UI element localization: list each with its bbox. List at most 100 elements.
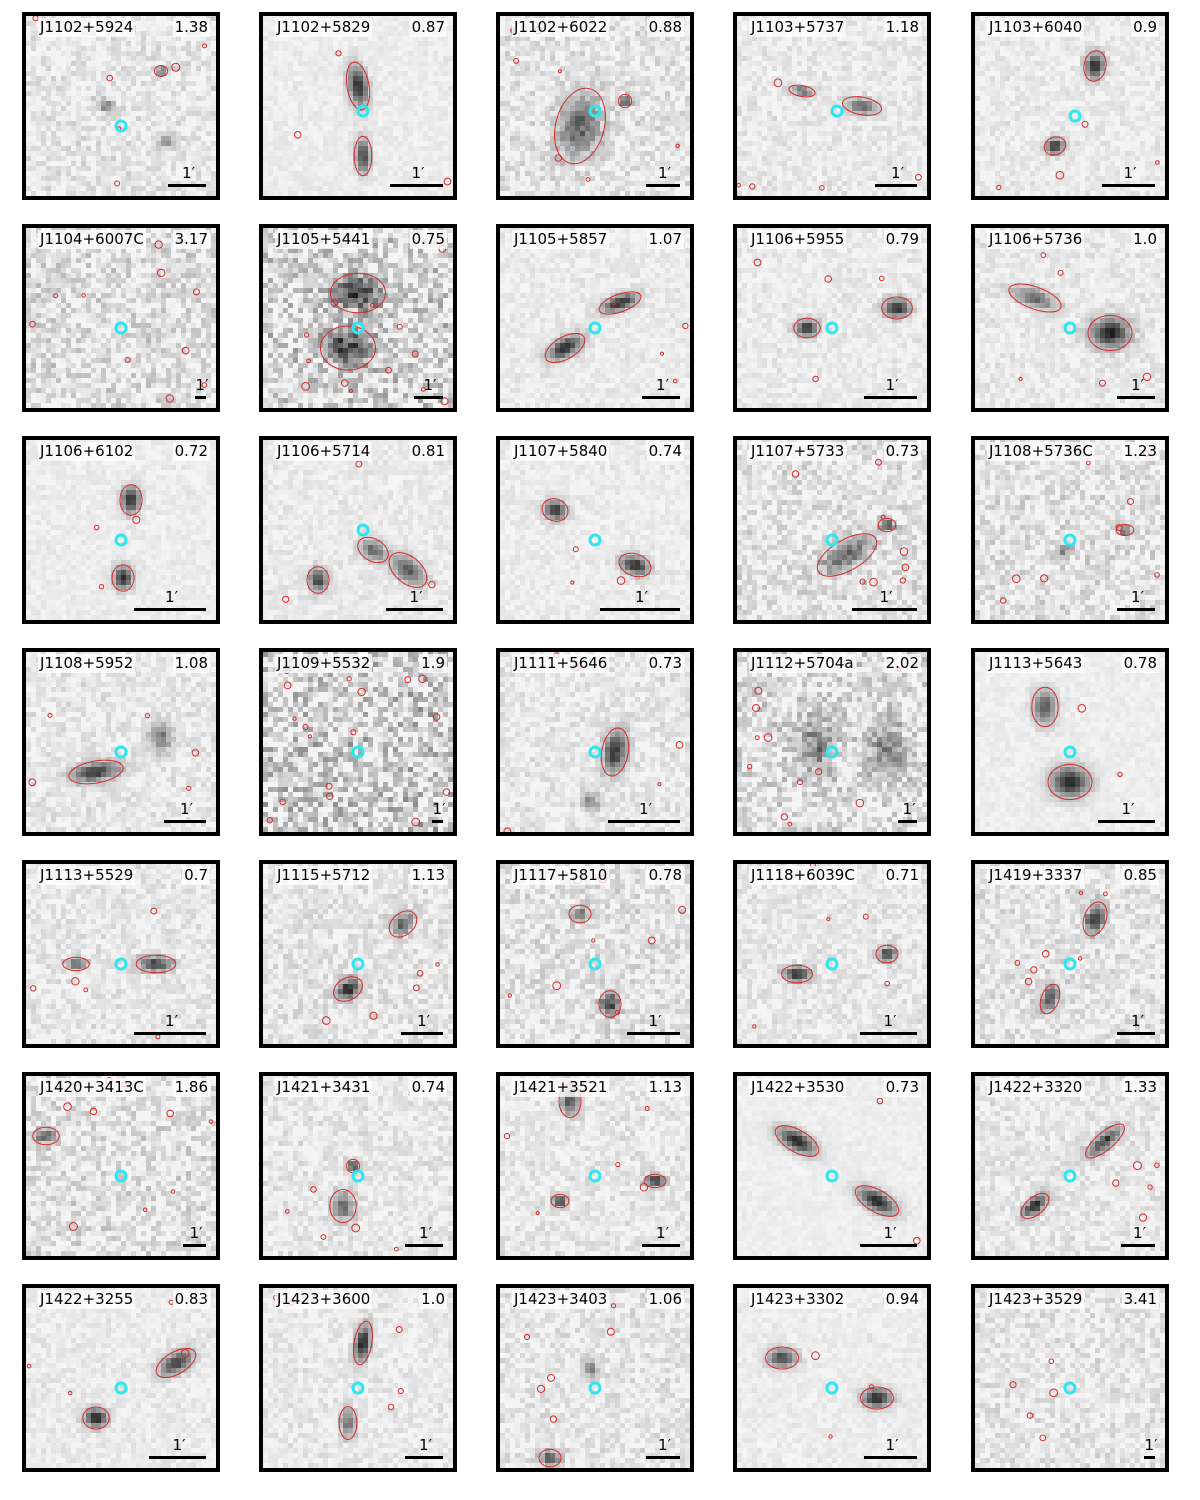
noise-contour [346, 676, 352, 682]
radio-contour [881, 296, 913, 320]
noise-contour [657, 782, 662, 787]
noise-contour [1155, 160, 1160, 165]
noise-contour [1009, 1381, 1017, 1389]
scale-bar [183, 1244, 206, 1247]
noise-contour [1048, 1358, 1055, 1364]
scale-bar [1144, 1456, 1155, 1459]
noise-contour [614, 1009, 620, 1016]
sky-image [500, 228, 690, 408]
scale-bar-label: 1′ [165, 589, 178, 605]
image-panel: J1107+5840 0.74 1′ [496, 436, 694, 624]
noise-contour [507, 993, 513, 998]
noise-contour [1081, 120, 1089, 128]
scale-bar-label: 1′ [1131, 589, 1144, 605]
noise-contour [191, 749, 200, 757]
image-panel: J1423+3403 1.06 1′ [496, 1284, 694, 1472]
noise-contour [396, 323, 403, 330]
radio-contour [550, 1193, 570, 1209]
radio-contour [1031, 686, 1059, 728]
noise-contour [330, 299, 339, 307]
noise-contour [418, 674, 427, 683]
sky-image [500, 652, 690, 832]
noise-contour [826, 917, 831, 922]
noise-contour [293, 131, 302, 139]
noise-contour [606, 1327, 615, 1336]
image-panel: J1106+5714 0.81 1′ [259, 436, 457, 624]
radio-contour [62, 956, 90, 972]
noise-contour [787, 821, 793, 827]
scale-bar [386, 608, 443, 611]
noise-contour [114, 180, 121, 187]
noise-contour [186, 785, 192, 791]
image-panel: J1108+5952 1.08 1′ [22, 648, 220, 836]
noise-contour [869, 577, 878, 587]
host-marker-icon [825, 321, 839, 335]
source-name: J1103+5737 [749, 18, 847, 37]
scale-bar [642, 1244, 680, 1247]
redshift-value: 1.08 [172, 654, 210, 673]
scale-bar [600, 608, 680, 611]
radio-contour [781, 964, 813, 984]
noise-contour [678, 905, 687, 914]
redshift-value: 0.78 [1121, 654, 1159, 673]
noise-contour [208, 1119, 214, 1124]
redshift-value: 0.88 [646, 18, 684, 37]
source-name: J1422+3320 [987, 1078, 1085, 1097]
host-marker-icon [830, 104, 844, 118]
noise-contour [780, 813, 789, 821]
noise-contour [1115, 524, 1123, 532]
redshift-value: 1.13 [646, 1078, 684, 1097]
noise-contour [432, 713, 441, 721]
sky-image [975, 1288, 1165, 1468]
noise-contour [753, 258, 762, 267]
redshift-value: 2.02 [883, 654, 921, 673]
radio-contour [1020, 1192, 1050, 1220]
scale-bar-label: 1′ [656, 1225, 669, 1241]
noise-contour [1055, 170, 1065, 180]
image-panel: J1102+6022 0.88 1′ [496, 12, 694, 200]
redshift-value: 1.38 [172, 18, 210, 37]
noise-contour [1026, 1412, 1034, 1419]
noise-contour [812, 375, 819, 383]
sky-image [737, 1076, 927, 1256]
host-marker-icon [588, 745, 602, 759]
image-panel: J1103+5737 1.18 1′ [733, 12, 931, 200]
noise-contour [1078, 956, 1083, 961]
host-marker-icon [588, 1381, 602, 1395]
radio-contour [1083, 50, 1107, 82]
noise-contour [1077, 704, 1087, 713]
noise-contour [1040, 252, 1047, 259]
noise-contour [1030, 966, 1038, 974]
noise-contour [1024, 977, 1033, 986]
scale-bar-label: 1′ [658, 1437, 671, 1453]
radio-contour [111, 564, 135, 592]
scale-bar-label: 1′ [424, 377, 437, 393]
noise-contour [859, 578, 866, 585]
radio-contour [541, 498, 569, 522]
noise-contour [1117, 771, 1123, 778]
noise-contour [279, 798, 287, 806]
image-panel: J1423+3600 1.0 1′ [259, 1284, 457, 1472]
radio-contour [598, 990, 622, 1018]
radio-contour [1039, 983, 1061, 1015]
host-marker-icon [588, 533, 602, 547]
noise-contour [443, 177, 452, 186]
scale-bar [164, 820, 206, 823]
scale-bar-label: 1′ [649, 1013, 662, 1029]
scale-bar-label: 1′ [1131, 1013, 1144, 1029]
scale-bar-label: 1′ [412, 165, 425, 181]
noise-contour [357, 687, 366, 697]
host-marker-icon [825, 1381, 839, 1395]
noise-contour [68, 1390, 73, 1396]
radio-contour [388, 552, 428, 588]
scale-bar-label: 1′ [196, 377, 209, 393]
noise-contour [752, 1024, 757, 1029]
redshift-value: 0.87 [409, 18, 447, 37]
host-marker-icon [1063, 533, 1077, 547]
noise-contour [549, 1415, 558, 1423]
scale-bar [898, 820, 917, 823]
noise-contour [1012, 574, 1021, 583]
image-panel: J1108+5736C 1.23 1′ [971, 436, 1169, 624]
radio-contour [793, 317, 821, 339]
noise-contour [284, 1209, 290, 1214]
